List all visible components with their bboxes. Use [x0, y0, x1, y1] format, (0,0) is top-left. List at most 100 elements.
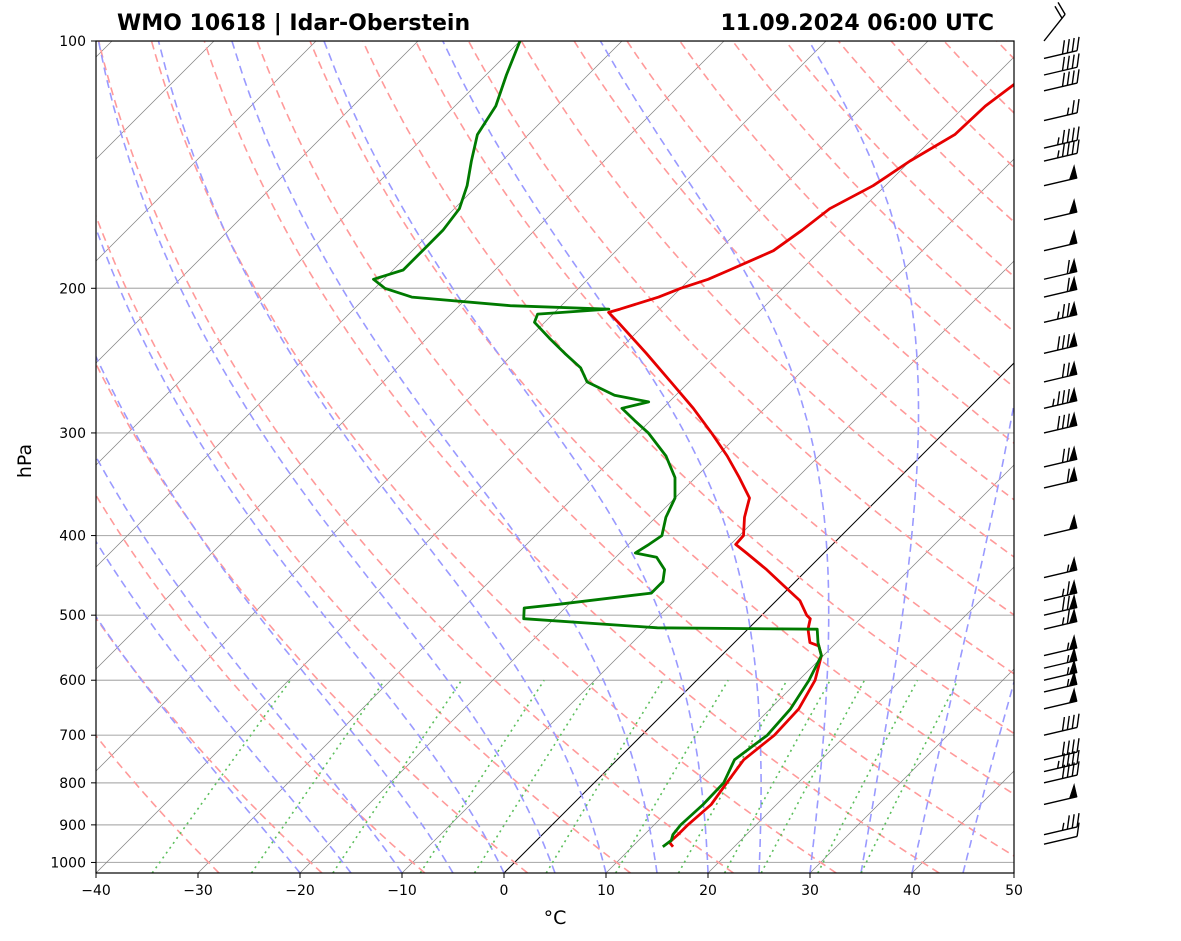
moist-adiabat-line	[96, 226, 505, 873]
x-tick-label: 50	[1005, 883, 1023, 899]
dry-adiabat-line	[150, 41, 837, 873]
dry-adiabat-line	[679, 41, 1014, 389]
plot-frame	[95, 40, 1015, 874]
moist-adiabat-line	[599, 41, 830, 873]
dry-adiabat-line	[96, 362, 529, 873]
y-tick-label: 600	[59, 673, 86, 689]
dewpoint-profile	[372, 41, 823, 848]
isotherm-line	[96, 41, 725, 670]
wind-barb	[1043, 411, 1078, 434]
x-tick-label: 10	[597, 883, 615, 899]
mixing-ratio-line	[545, 679, 664, 873]
moist-adiabat-line	[231, 41, 658, 873]
wind-barb	[1043, 634, 1078, 657]
isotherm-line	[605, 464, 1014, 873]
x-tick-label: 40	[903, 883, 921, 899]
isotherm-line	[96, 41, 317, 262]
dry-adiabat-line	[784, 41, 1014, 278]
isotherm-line	[96, 41, 929, 873]
y-axis-label: hPa	[14, 444, 36, 478]
x-tick-label: −20	[285, 883, 315, 899]
wind-barb	[1043, 386, 1078, 410]
wind-barb	[1043, 738, 1080, 761]
dry-adiabat-line	[96, 616, 323, 873]
x-tick-label: −10	[387, 883, 417, 899]
dry-adiabat-line	[96, 493, 426, 873]
wind-barb	[1043, 658, 1078, 681]
chart-title-station: WMO 10618 | Idar-Oberstein	[117, 11, 470, 36]
wind-barb	[1043, 229, 1078, 252]
x-axis-ticks: −40 −30 −20 −10 0 10 20 30 40 50	[81, 873, 1023, 899]
dry-adiabat-line	[467, 41, 1014, 616]
moist-adiabat-line	[808, 41, 920, 873]
dry-adiabat-line	[837, 41, 1014, 223]
dry-adiabat-line	[96, 213, 631, 873]
isotherm-line	[197, 56, 1014, 873]
sounding-profiles	[372, 41, 1014, 848]
mixing-ratio-line	[419, 679, 545, 873]
y-tick-label: 200	[59, 281, 86, 297]
y-tick-label: 300	[59, 426, 86, 442]
isotherm-line	[299, 158, 1014, 873]
mixing-ratio-line	[473, 679, 596, 873]
mixing-ratio-line	[723, 679, 831, 873]
moist-adiabat-line	[96, 354, 454, 873]
isotherm-line	[401, 260, 1014, 873]
moist-adiabat-line	[323, 41, 709, 873]
isotherm-line	[96, 41, 827, 772]
wind-barbs	[1043, 2, 1080, 845]
temperature-profile	[607, 82, 1014, 848]
y-tick-label: 700	[59, 728, 86, 744]
wind-barb	[1043, 687, 1078, 710]
dry-adiabat-line	[97, 41, 734, 873]
moist-adiabat-line	[157, 41, 607, 873]
wind-barb	[1043, 69, 1080, 92]
dry-adiabat-line	[362, 41, 1014, 735]
y-tick-label: 800	[59, 776, 86, 792]
wind-barb	[1043, 466, 1078, 489]
moist-adiabat-line	[911, 399, 1014, 873]
wind-barb	[1043, 579, 1078, 602]
isotherm-line	[1013, 872, 1014, 873]
dry-adiabat-line	[203, 41, 940, 873]
wind-barb	[1043, 812, 1080, 836]
mixing-ratio-line	[151, 679, 292, 873]
y-tick-label: 1000	[50, 855, 86, 871]
zero-isotherm-line	[503, 362, 1014, 873]
isotherm-line	[911, 770, 1014, 873]
mixing-ratio-line	[817, 679, 919, 873]
wind-barb	[1043, 139, 1080, 162]
wind-barb	[1043, 822, 1080, 845]
chart-title-time: 11.09.2024 06:00 UTC	[720, 11, 994, 36]
x-tick-label: 0	[500, 883, 509, 899]
wind-barb	[1043, 782, 1078, 806]
wind-barb	[1043, 556, 1078, 579]
wind-barb	[1043, 331, 1078, 355]
wind-barb	[1043, 713, 1080, 736]
isotherm-line	[96, 41, 419, 364]
x-tick-label: 30	[801, 883, 819, 899]
wind-barb	[1043, 2, 1066, 42]
y-axis-ticks: 1000 900 800 700 600 500 400 300 200 100	[50, 34, 96, 871]
wind-barb	[1043, 646, 1078, 669]
y-tick-label: 400	[59, 529, 86, 545]
wind-barb	[1043, 36, 1080, 60]
dry-adiabat-line	[1050, 41, 1181, 873]
dry-adiabat-line	[996, 41, 1014, 60]
wind-barb	[1043, 198, 1078, 221]
x-tick-label: −40	[81, 883, 111, 899]
moist-adiabat-line	[96, 540, 352, 873]
wind-barb	[1043, 360, 1078, 383]
dry-adiabat-line	[414, 41, 1014, 675]
dry-adiabat-line	[731, 41, 1014, 333]
background-grid	[96, 41, 1181, 873]
dry-adiabat-line	[256, 41, 1014, 857]
wind-barb	[1043, 300, 1078, 323]
mixing-ratio-line	[250, 679, 386, 873]
dry-adiabat-line	[943, 41, 1014, 115]
wind-barb	[1043, 445, 1078, 468]
moist-adiabat-line	[96, 615, 301, 873]
wind-barb	[1043, 53, 1080, 76]
